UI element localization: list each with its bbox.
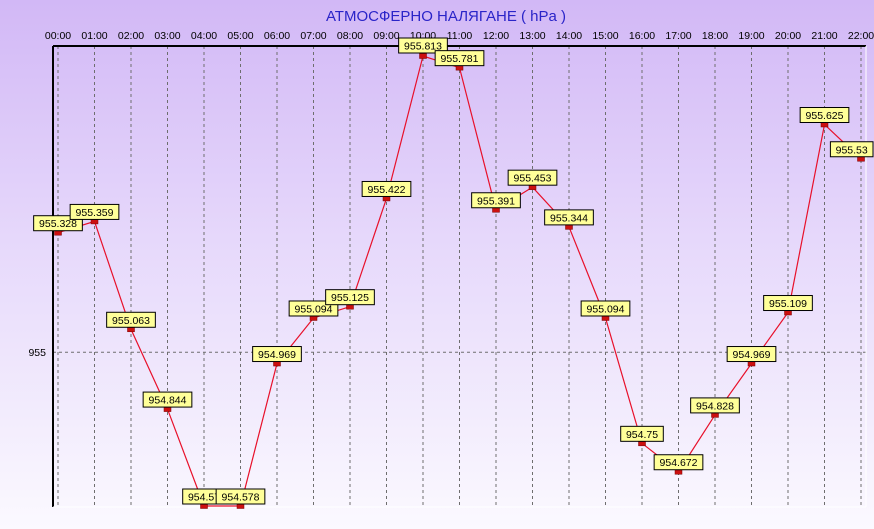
chart-title: АТМОСФЕРНО НАЛЯГАНЕ ( hPa ) [326, 8, 566, 25]
data-label-box [507, 169, 558, 186]
data-label-box [215, 488, 266, 505]
x-tick-label: 21:00 [811, 30, 837, 42]
data-label-box [398, 37, 448, 54]
x-tick-label: 12:00 [483, 30, 509, 42]
data-label-box [799, 107, 850, 124]
x-tick-label: 18:00 [702, 30, 728, 42]
data-label: 954.969 [733, 349, 771, 361]
x-tick-label: 20:00 [775, 30, 801, 42]
data-label: 955.063 [112, 315, 150, 327]
data-label-box [620, 425, 664, 442]
data-label: 955.391 [477, 195, 515, 207]
data-label-box [69, 203, 120, 220]
data-label-box [252, 346, 302, 363]
x-tick-label: 14:00 [556, 30, 582, 42]
data-label-box [653, 454, 704, 471]
data-label: 954.969 [258, 349, 296, 361]
data-label: 955.53 [836, 144, 868, 156]
data-label-box [580, 300, 631, 317]
data-label: 954.75 [626, 429, 658, 441]
axes [52, 45, 867, 508]
x-tick-label: 17:00 [665, 30, 691, 42]
data-label: 955.813 [404, 41, 442, 53]
data-label-box [829, 141, 874, 158]
data-label: 955.422 [368, 184, 406, 196]
data-label: 954.672 [660, 457, 698, 469]
data-label-box [142, 391, 193, 408]
x-tick-label: 00:00 [45, 30, 71, 42]
x-tick-label: 05:00 [227, 30, 253, 42]
data-point [419, 53, 427, 59]
data-label-box [325, 289, 375, 306]
data-label: 955.625 [806, 110, 844, 122]
data-label: 955.094 [295, 303, 333, 315]
data-label: 954.844 [149, 395, 187, 407]
x-tick-label: 19:00 [738, 30, 764, 42]
x-tick-label: 08:00 [337, 30, 363, 42]
x-tick-label: 16:00 [629, 30, 655, 42]
x-tick-label: 03:00 [154, 30, 180, 42]
data-label: 954.57 [188, 492, 220, 504]
x-tick-label: 09:00 [373, 30, 399, 42]
x-tick-label: 07:00 [300, 30, 326, 42]
data-label-box [106, 311, 156, 328]
data-label-box [763, 295, 813, 312]
data-label-box [361, 180, 412, 197]
data-label-box [690, 397, 740, 414]
x-tick-label: 15:00 [592, 30, 618, 42]
x-tick-label: 01:00 [81, 30, 107, 42]
x-tick-label: 04:00 [191, 30, 217, 42]
data-label: 954.578 [222, 492, 260, 504]
x-tick-label: 06:00 [264, 30, 290, 42]
data-points [54, 53, 865, 509]
data-label: 955.453 [514, 173, 552, 185]
data-label: 955.125 [331, 292, 369, 304]
y-tick-label: 955 [28, 347, 46, 359]
data-label: 955.094 [587, 303, 625, 315]
data-label: 954.828 [696, 400, 734, 412]
grid [53, 46, 866, 507]
x-tick-label: 13:00 [519, 30, 545, 42]
data-label: 955.328 [39, 218, 77, 230]
x-tick-labels: 00:00 01:00 02:00 03:00 04:00 05:00 06:00 07:00… [45, 30, 874, 42]
data-label: 955.359 [76, 207, 114, 219]
x-tick-label: 22:00 [848, 30, 874, 42]
data-label-box [544, 209, 594, 226]
data-label: 955.781 [441, 53, 479, 65]
data-label-box [434, 50, 485, 67]
data-label: 955.344 [550, 212, 588, 224]
x-tick-label: 11:00 [447, 30, 473, 42]
y-tick-labels: 955 [28, 347, 46, 359]
x-tick-label: 02:00 [118, 30, 144, 42]
data-label-box [471, 192, 521, 209]
data-label: 955.109 [769, 298, 807, 310]
data-label-box [726, 346, 777, 363]
